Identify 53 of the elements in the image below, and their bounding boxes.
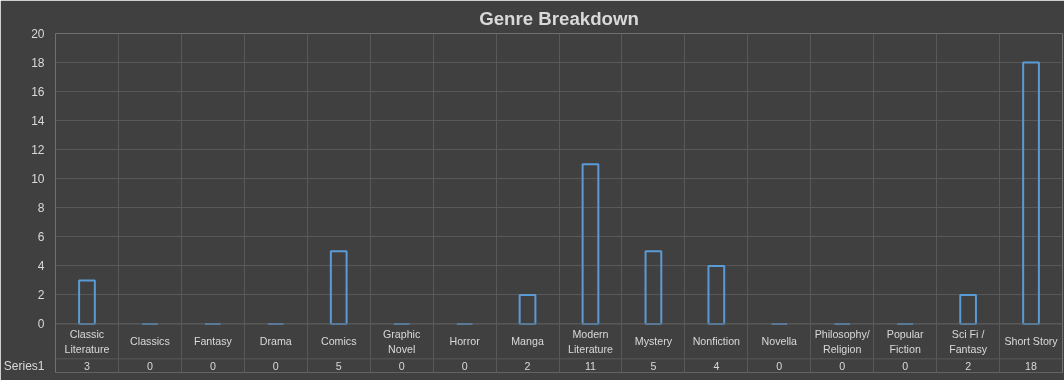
data-label: 0 bbox=[398, 359, 405, 372]
y-tick-label: 12 bbox=[31, 142, 45, 157]
x-tick-label: Fantasy bbox=[193, 335, 233, 348]
x-tick-label: Modern Literature bbox=[567, 328, 614, 355]
data-label: 18 bbox=[1025, 359, 1038, 372]
data-label: 11 bbox=[584, 359, 597, 372]
data-label: 5 bbox=[650, 359, 657, 372]
y-tick-label: 0 bbox=[37, 316, 45, 331]
y-tick-label: 4 bbox=[37, 258, 45, 273]
y-tick-label: 14 bbox=[31, 113, 45, 128]
y-tick-label: 18 bbox=[31, 55, 45, 70]
x-tick-label: Drama bbox=[259, 335, 292, 348]
y-tick-label: 8 bbox=[37, 200, 45, 215]
bar bbox=[518, 293, 537, 325]
data-label: 0 bbox=[839, 359, 846, 372]
y-tick-label: 2 bbox=[37, 287, 45, 302]
x-tick-label: Novella bbox=[761, 335, 798, 348]
x-tick-label: Nonfiction bbox=[692, 335, 741, 348]
data-label: 0 bbox=[461, 359, 468, 372]
bar bbox=[644, 250, 663, 325]
bar bbox=[581, 163, 600, 325]
data-label: 2 bbox=[524, 359, 531, 372]
bar bbox=[78, 279, 96, 325]
y-tick-label: 6 bbox=[37, 229, 45, 244]
chart-title: Genre Breakdown bbox=[479, 7, 639, 29]
x-tick-label: Sci Fi / Fantasy bbox=[949, 328, 988, 355]
data-label: 0 bbox=[272, 359, 279, 372]
x-tick-label: Mystery bbox=[634, 335, 673, 348]
x-tick-label: Popular Fiction bbox=[886, 328, 924, 355]
x-tick-label: Classic Literature bbox=[64, 328, 110, 355]
bar bbox=[329, 250, 348, 325]
data-label: 2 bbox=[965, 359, 972, 372]
x-tick-label: Short Story bbox=[1004, 335, 1059, 348]
x-tick-label: Horror bbox=[449, 335, 481, 348]
y-tick-label: 16 bbox=[31, 84, 45, 99]
data-label: 0 bbox=[902, 359, 909, 372]
x-tick-label: Philosophy/ Religion bbox=[814, 328, 870, 355]
y-tick-label: 10 bbox=[31, 171, 45, 186]
text: Series1 bbox=[3, 358, 45, 373]
data-label: 5 bbox=[335, 359, 342, 372]
bar bbox=[707, 264, 726, 325]
data-label: 3 bbox=[84, 359, 91, 372]
bar bbox=[1022, 61, 1040, 325]
data-label: 0 bbox=[146, 359, 153, 372]
y-tick-label: 20 bbox=[31, 26, 45, 41]
data-label: 0 bbox=[776, 359, 783, 372]
x-tick-label: Comics bbox=[320, 335, 357, 348]
bar bbox=[959, 293, 977, 325]
x-tick-label: Manga bbox=[511, 335, 544, 348]
data-label: 0 bbox=[209, 359, 216, 372]
x-tick-label: Graphic Novel bbox=[383, 328, 421, 355]
data-label: 4 bbox=[713, 359, 720, 372]
x-tick-label: Classics bbox=[130, 335, 170, 348]
